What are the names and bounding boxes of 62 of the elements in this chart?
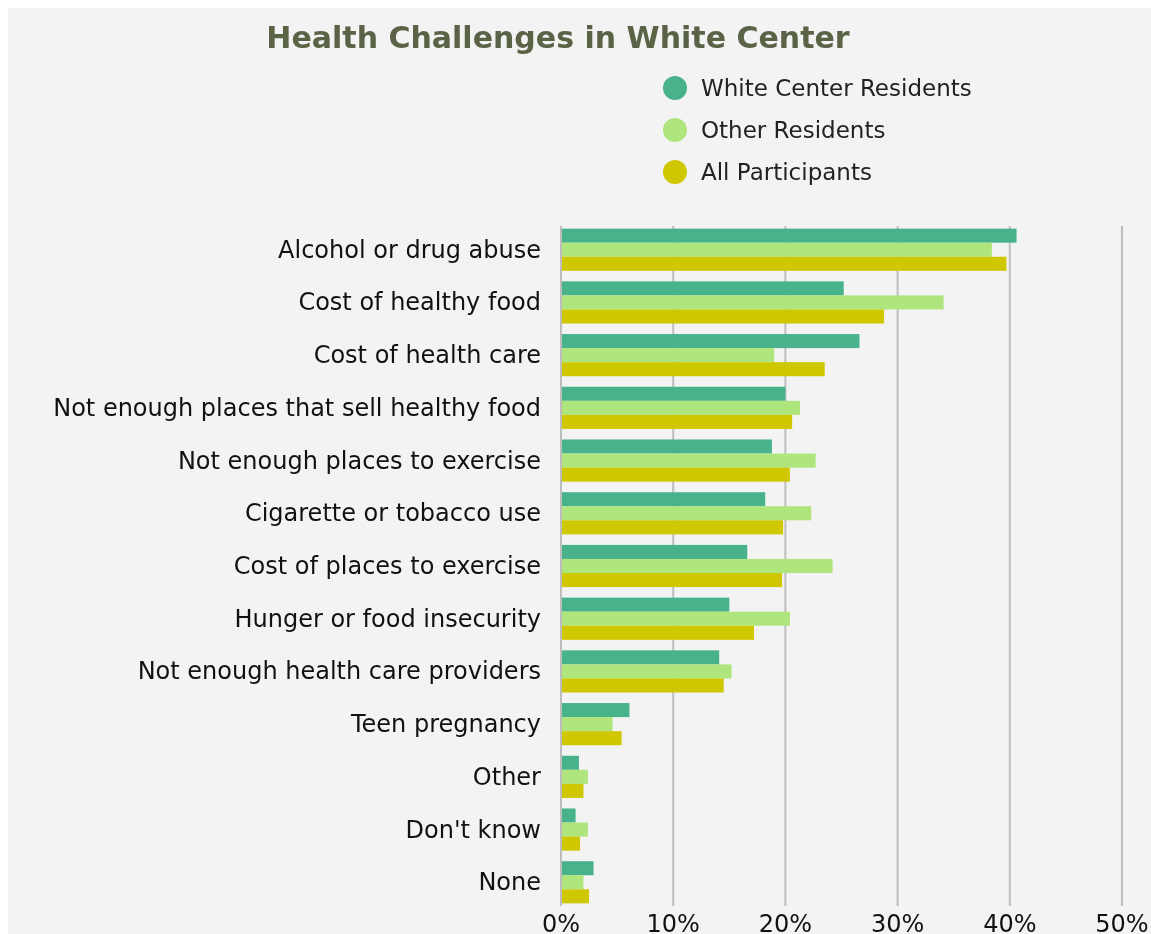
legend-label: Other Residents bbox=[701, 117, 886, 143]
x-tick-label: 20% bbox=[758, 910, 813, 934]
y-tick-label: Hunger or food insecurity bbox=[234, 604, 541, 633]
bar bbox=[561, 506, 812, 521]
bar bbox=[561, 836, 581, 851]
bar bbox=[561, 875, 584, 890]
bar bbox=[561, 597, 730, 612]
y-tick-label: Don't know bbox=[405, 815, 541, 844]
x-tick-label: 50% bbox=[1095, 910, 1149, 934]
bar bbox=[561, 808, 576, 823]
bar bbox=[561, 703, 630, 718]
y-tick-label: None bbox=[478, 868, 541, 897]
bar bbox=[561, 783, 584, 798]
bar bbox=[561, 386, 786, 401]
chart-title: Health Challenges in White Center bbox=[266, 20, 850, 55]
bar bbox=[561, 309, 885, 324]
bar bbox=[561, 228, 1017, 243]
bar bbox=[561, 664, 732, 679]
bar bbox=[561, 439, 772, 454]
bar bbox=[561, 348, 775, 363]
bar bbox=[561, 755, 579, 770]
bar bbox=[561, 678, 724, 693]
y-tick-label: Cost of places to exercise bbox=[233, 552, 541, 580]
bar bbox=[561, 400, 800, 415]
bar bbox=[561, 731, 622, 746]
y-tick-label: Not enough health care providers bbox=[137, 657, 541, 686]
bar bbox=[561, 242, 992, 257]
bar bbox=[561, 573, 783, 588]
y-tick-label: Cigarette or tobacco use bbox=[244, 499, 541, 528]
legend-label: White Center Residents bbox=[701, 75, 972, 101]
bar bbox=[561, 492, 766, 507]
bar bbox=[561, 453, 816, 468]
bar bbox=[561, 650, 720, 665]
y-tick-label: Other bbox=[472, 762, 542, 791]
bar bbox=[561, 414, 793, 429]
bar bbox=[561, 558, 833, 574]
bar bbox=[561, 611, 790, 626]
x-tick-label: 10% bbox=[646, 910, 700, 934]
bar bbox=[561, 544, 748, 559]
bar bbox=[561, 717, 613, 732]
bar bbox=[561, 281, 844, 296]
y-tick-label: Not enough places that sell healthy food bbox=[53, 393, 541, 422]
y-tick-label: Cost of health care bbox=[313, 341, 541, 370]
x-tick-label: 0% bbox=[541, 910, 581, 934]
x-tick-label: 40% bbox=[983, 910, 1037, 934]
y-tick-label: Cost of healthy food bbox=[298, 288, 541, 317]
y-tick-label: Teen pregnancy bbox=[349, 710, 541, 739]
bar bbox=[561, 362, 825, 377]
x-tick-label: 30% bbox=[870, 910, 925, 934]
legend-label: All Participants bbox=[701, 159, 872, 185]
y-tick-label: Alcohol or drug abuse bbox=[278, 235, 541, 264]
y-tick-label: Not enough places to exercise bbox=[177, 446, 541, 475]
bar bbox=[561, 769, 588, 784]
bar bbox=[561, 334, 860, 349]
bar bbox=[561, 256, 1007, 271]
bar bbox=[561, 295, 944, 310]
bar bbox=[561, 520, 784, 535]
bar bbox=[561, 861, 594, 876]
bar bbox=[561, 467, 790, 482]
bar bbox=[561, 625, 754, 640]
bar bbox=[561, 889, 590, 904]
bar bbox=[561, 822, 588, 837]
